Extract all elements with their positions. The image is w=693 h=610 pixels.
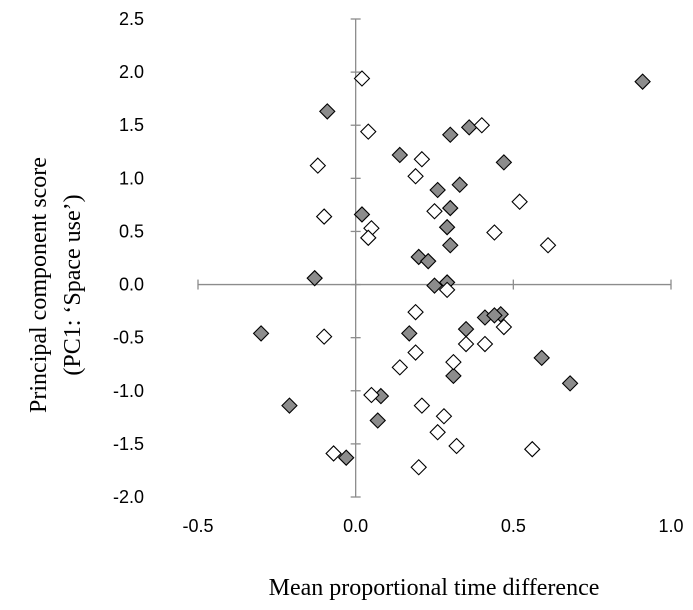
open-diamond-point — [360, 229, 377, 247]
open-diamond-point — [429, 423, 446, 441]
open-diamond-point — [410, 458, 428, 476]
open-diamond-point — [353, 70, 371, 87]
y-tick-label: -1.5 — [113, 434, 144, 454]
y-axis-title-line-2: (PC1: ‘Space use’) — [60, 194, 86, 375]
x-axis-title: Mean proportional time difference — [269, 575, 600, 601]
y-tick-label: 2.5 — [119, 9, 144, 29]
filled-diamond-point — [561, 375, 579, 392]
y-tick-label: 0.5 — [119, 221, 144, 241]
open-diamond-point — [407, 344, 424, 361]
y-tick-label: -0.5 — [113, 328, 144, 348]
y-tick-label: 1.5 — [119, 115, 144, 135]
tick-labels: -0.5 0.0 0.5 1.0 2.5 2.0 1.5 1.0 0.5 0.0 -0.5 -1.0 -… — [113, 9, 684, 536]
filled-diamond-point — [306, 269, 323, 287]
filled-diamond-point — [429, 181, 446, 199]
open-diamond-point — [486, 224, 503, 241]
open-diamond-point — [445, 353, 462, 371]
filled-diamond-point — [337, 449, 355, 466]
open-diamond-point — [407, 167, 424, 185]
y-tick-label: 1.0 — [119, 168, 144, 188]
open-diamond-point — [407, 303, 424, 321]
filled-diamond-point — [419, 252, 437, 270]
filled-diamond-point — [441, 199, 459, 217]
filled-diamond-point — [441, 236, 459, 254]
y-tick-label: -2.0 — [113, 487, 144, 507]
x-tick-label: 0.0 — [343, 516, 368, 536]
open-diamond-point — [448, 437, 465, 455]
filled-diamond-point — [353, 206, 371, 223]
open-diamond-point — [413, 397, 431, 414]
open-diamond-point — [523, 440, 541, 458]
filled-diamond-point — [391, 146, 409, 164]
y-tick-label: 0.0 — [119, 275, 144, 295]
filled-diamond-point — [445, 367, 462, 385]
filled-diamond-point — [457, 320, 475, 338]
open-diamond-point — [457, 335, 475, 353]
filled-diamond-point — [486, 307, 503, 324]
filled-diamond-point — [441, 126, 459, 144]
axes — [197, 18, 672, 498]
filled-diamond-point — [634, 73, 651, 90]
filled-diamond-point — [426, 277, 443, 294]
open-diamond-point — [438, 281, 456, 299]
open-diamond-point — [363, 386, 380, 404]
x-tick-label: -0.5 — [182, 516, 213, 536]
x-tick-label: 0.5 — [501, 516, 526, 536]
open-diamond-point — [315, 208, 333, 225]
filled-diamond-point — [252, 325, 270, 342]
x-tick-label: 1.0 — [658, 516, 683, 536]
open-diamond-point — [511, 193, 528, 210]
filled-diamond-point — [400, 325, 418, 342]
open-diamond-point — [473, 116, 491, 134]
y-tick-label: -1.0 — [113, 381, 144, 401]
y-tick-label: 2.0 — [119, 62, 144, 82]
data-points — [252, 70, 651, 476]
filled-diamond-point — [460, 119, 478, 136]
open-diamond-point — [360, 123, 377, 140]
open-diamond-point — [476, 335, 494, 353]
filled-diamond-point — [281, 397, 298, 414]
open-diamond-point — [495, 318, 513, 336]
filled-diamond-point — [451, 176, 469, 193]
open-diamond-point — [426, 202, 443, 220]
open-diamond-point — [315, 328, 333, 345]
filled-diamond-point — [438, 218, 456, 236]
filled-diamond-point — [533, 349, 550, 367]
y-axis-title-line-1: Principal component score — [26, 157, 52, 413]
filled-diamond-point — [495, 154, 513, 171]
open-diamond-point — [309, 157, 327, 174]
open-diamond-point — [539, 236, 557, 254]
open-diamond-point — [435, 407, 453, 425]
open-diamond-point — [391, 359, 409, 376]
open-diamond-point — [325, 445, 342, 462]
filled-diamond-point — [319, 103, 336, 120]
open-diamond-point — [413, 150, 431, 168]
filled-diamond-point — [369, 412, 387, 429]
